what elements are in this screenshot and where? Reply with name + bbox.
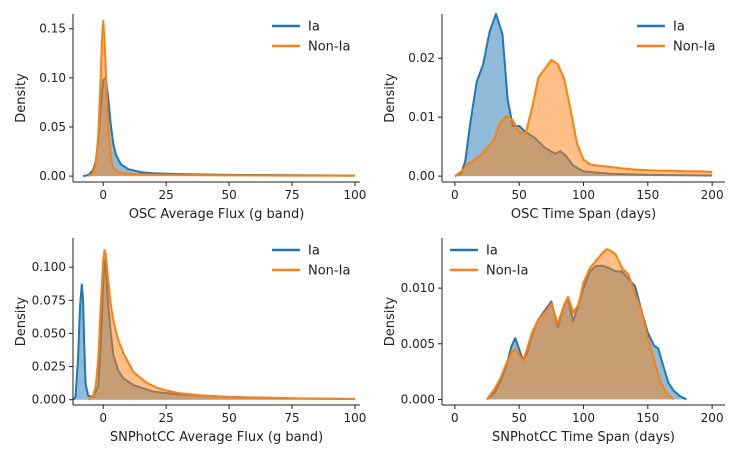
x-tick-label: 100: [572, 411, 595, 425]
legend-label-ia: Ia: [308, 20, 320, 35]
series-line-nonia: [87, 248, 356, 401]
series-line-ia: [82, 76, 356, 178]
series-area-ia: [83, 77, 355, 177]
x-tick-label: 25: [159, 411, 174, 425]
legend-label-nonia: Non-Ia: [308, 264, 350, 279]
x-tick-label: 200: [701, 188, 724, 202]
chart-panel-1: 0 25 50 75 100 0.00 0.05 0.10 0.15 OSC Average Fl…: [14, 14, 366, 222]
x-tick-label: 50: [221, 188, 236, 202]
x-tick-label: 25: [159, 188, 174, 202]
y-axis-label: Density: [14, 296, 29, 346]
y-tick-label: 0.025: [32, 360, 66, 374]
x-tick-label: 0: [451, 188, 459, 202]
x-tick-label: 0: [99, 411, 107, 425]
legend-label-ia: Ia: [486, 244, 498, 259]
y-tick-label: 0.15: [39, 22, 66, 36]
x-tick-label: 150: [636, 411, 659, 425]
x-tick-label: 50: [221, 411, 236, 425]
x-tick-label: 50: [512, 411, 527, 425]
y-axis-label: Density: [383, 73, 398, 123]
y-tick-label: 0.10: [39, 71, 66, 85]
y-axis-label: Density: [383, 296, 398, 346]
y-tick-label: 0.010: [401, 281, 435, 295]
legend-label-nonia: Non-Ia: [308, 40, 350, 55]
chart-panel-3: 0 25 50 75 100 0.000 0.025 0.050 0.075 0.100 SNPho…: [14, 238, 366, 445]
y-tick-label: 0.100: [32, 260, 66, 274]
y-tick-label: 0.000: [32, 393, 66, 407]
y-tick-label: 0.050: [32, 326, 66, 340]
chart-panel-4: 0 50 100 150 200 0.000 0.005 0.010 SNPhotCC Time…: [383, 238, 725, 445]
chart-panel-2: 0 50 100 150 200 0.00 0.01 0.02 OSC Time Span (d…: [383, 13, 725, 222]
x-tick-label: 150: [636, 188, 659, 202]
x-axis-label: SNPhotCC Average Flux (g band): [110, 430, 323, 445]
x-tick-label: 0: [99, 188, 107, 202]
x-axis-label: OSC Average Flux (g band): [129, 207, 305, 222]
series-line-nonia: [87, 19, 356, 177]
series-line-nonia: [454, 59, 713, 177]
y-tick-label: 0.00: [408, 169, 435, 183]
y-tick-label: 0.01: [408, 110, 435, 124]
series-area-nonia: [487, 249, 674, 400]
x-tick-label: 75: [284, 411, 299, 425]
legend-label-ia: Ia: [308, 244, 320, 259]
x-axis-label: OSC Time Span (days): [511, 207, 656, 222]
y-tick-label: 0.000: [401, 392, 435, 406]
x-tick-label: 0: [451, 411, 459, 425]
y-tick-label: 0.005: [401, 337, 435, 351]
y-tick-label: 0.05: [39, 120, 66, 134]
x-axis-label: SNPhotCC Time Span (days): [492, 430, 675, 445]
x-tick-label: 100: [344, 411, 367, 425]
y-axis-label: Density: [14, 73, 29, 123]
x-tick-label: 50: [512, 188, 527, 202]
y-tick-label: 0.02: [408, 51, 435, 65]
legend-label-nonia: Non-Ia: [673, 40, 715, 55]
y-tick-label: 0.00: [39, 169, 66, 183]
x-tick-label: 200: [701, 411, 724, 425]
x-tick-label: 75: [284, 188, 299, 202]
series-area-nonia: [454, 60, 713, 177]
legend-label-nonia: Non-Ia: [486, 264, 528, 279]
y-tick-label: 0.075: [32, 293, 66, 307]
legend-label-ia: Ia: [673, 20, 685, 35]
x-tick-label: 100: [344, 188, 367, 202]
x-tick-label: 100: [572, 188, 595, 202]
series-line-nonia: [486, 248, 675, 401]
series-area-nonia: [88, 249, 355, 400]
